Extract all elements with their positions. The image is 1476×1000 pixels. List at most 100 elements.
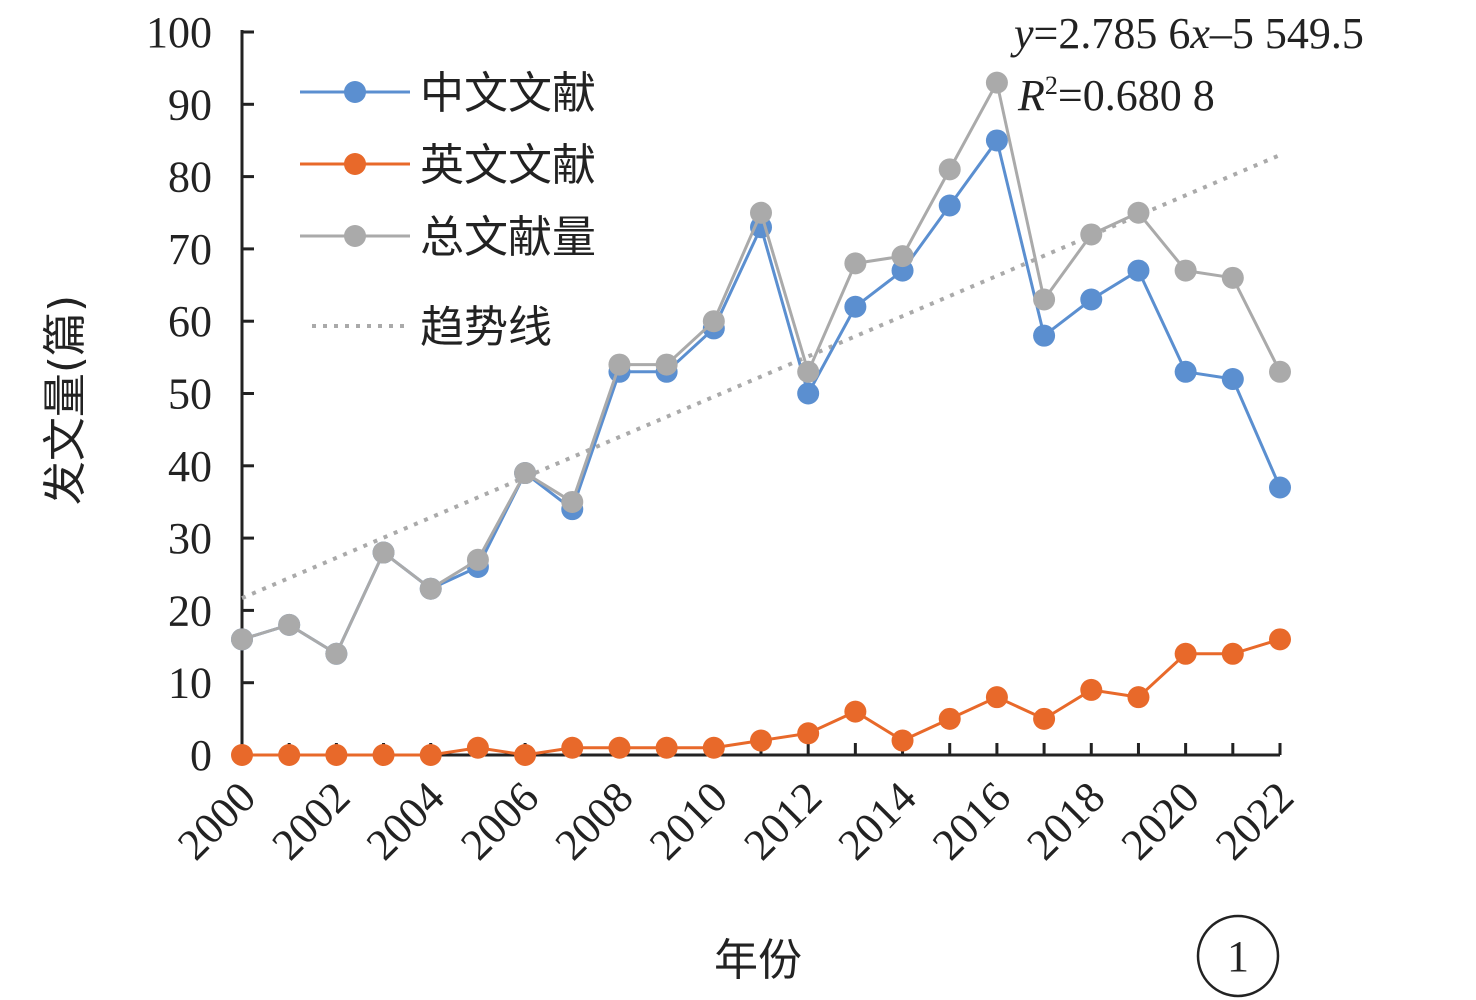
data-point (938, 194, 961, 217)
data-point (514, 744, 537, 766)
data-point (1127, 686, 1150, 709)
data-point (655, 353, 678, 376)
data-point (608, 353, 631, 376)
data-point (891, 245, 914, 268)
r2-superscript: 2 (1045, 71, 1058, 100)
series-2 (231, 628, 1291, 766)
series-layer (231, 71, 1291, 766)
legend-marker (344, 81, 366, 103)
x-tick-label: 2000 (168, 772, 265, 869)
y-tick-label: 70 (168, 225, 212, 274)
data-point (1080, 223, 1103, 246)
tick-labels: 0102030405060708090100200020022004200620… (146, 8, 1303, 869)
legend-marker (344, 153, 366, 175)
data-point (1269, 628, 1291, 651)
series-3 (231, 71, 1291, 665)
legend-label: 总文献量 (420, 212, 596, 263)
data-point (1127, 259, 1150, 282)
data-point (514, 462, 537, 485)
data-point (1033, 288, 1056, 311)
equation-y-var: y (1010, 9, 1034, 58)
y-axis-title: 发文量(篇) (40, 295, 91, 505)
trendline-layer (241, 153, 1281, 600)
y-tick-label: 10 (168, 659, 212, 708)
x-axis-title: 年份 (714, 935, 802, 986)
data-point (985, 129, 1008, 152)
data-point (608, 736, 631, 759)
legend-item: 中文文献 (300, 68, 596, 119)
x-tick-label: 2014 (829, 772, 926, 869)
data-point (1269, 360, 1291, 383)
data-point (844, 295, 867, 318)
y-tick-label: 90 (168, 80, 212, 129)
y-tick-label: 40 (168, 442, 212, 491)
x-tick-label: 2006 (451, 772, 548, 869)
data-point (1174, 360, 1197, 383)
data-point (1174, 259, 1197, 282)
data-point (1033, 324, 1056, 347)
axes (240, 30, 1282, 757)
data-point (419, 744, 442, 766)
data-point (231, 628, 253, 651)
data-point (325, 744, 348, 766)
data-point (372, 744, 395, 766)
panel-label: 1 (1196, 914, 1280, 998)
x-tick-label: 2004 (357, 772, 454, 869)
data-point (797, 360, 820, 383)
data-point (1221, 642, 1244, 665)
data-point (702, 310, 725, 333)
data-point (1080, 678, 1103, 701)
legend-label: 中文文献 (420, 68, 596, 119)
panel-label-circle (1196, 914, 1280, 998)
y-tick-label: 80 (168, 153, 212, 202)
trendline-r-squared: R2=0.680 8 (1017, 71, 1215, 120)
trendline-equation: y=2.785 6x–5 549.5 (1010, 9, 1364, 58)
data-point (844, 700, 867, 723)
series-line (241, 78, 1282, 656)
y-tick-label: 30 (168, 514, 212, 563)
data-point (278, 613, 301, 636)
r2-letter: R (1017, 71, 1045, 120)
data-point (938, 158, 961, 181)
data-point (278, 744, 301, 766)
x-tick-label: 2012 (734, 772, 831, 869)
data-point (844, 252, 867, 275)
data-point (750, 729, 772, 752)
data-point (797, 722, 820, 745)
data-point (702, 736, 725, 759)
legend-item: 总文献量 (300, 212, 596, 263)
x-tick-label: 2008 (546, 772, 643, 869)
x-tick-label: 2016 (923, 772, 1020, 869)
data-point (466, 548, 489, 571)
data-point (750, 201, 772, 224)
data-point (985, 686, 1008, 709)
data-point (466, 736, 489, 759)
data-point (372, 541, 395, 564)
equation-x-var: x (1189, 9, 1210, 58)
y-tick-label: 0 (190, 731, 212, 780)
y-tick-label: 60 (168, 297, 212, 346)
y-tick-label: 100 (146, 8, 212, 57)
data-point (1127, 201, 1150, 224)
x-tick-label: 2010 (640, 772, 737, 869)
data-point (419, 577, 442, 600)
legend-item: 英文文献 (300, 140, 596, 191)
legend-item: 趋势线 (312, 302, 552, 353)
legend-label: 英文文献 (420, 140, 596, 191)
data-point (231, 744, 253, 766)
legend-label: 趋势线 (420, 302, 552, 353)
data-point (1269, 476, 1291, 499)
y-tick-label: 50 (168, 370, 212, 419)
legend-marker (344, 225, 366, 247)
data-point (325, 642, 348, 665)
data-point (1221, 266, 1244, 289)
trendline (241, 153, 1281, 600)
x-tick-label: 2022 (1206, 772, 1303, 869)
data-point (938, 707, 961, 730)
panel-label-text: 1 (1227, 932, 1249, 981)
equation-intercept: –5 549.5 (1209, 9, 1364, 58)
x-tick-label: 2002 (263, 772, 360, 869)
x-tick-label: 2020 (1112, 772, 1209, 869)
